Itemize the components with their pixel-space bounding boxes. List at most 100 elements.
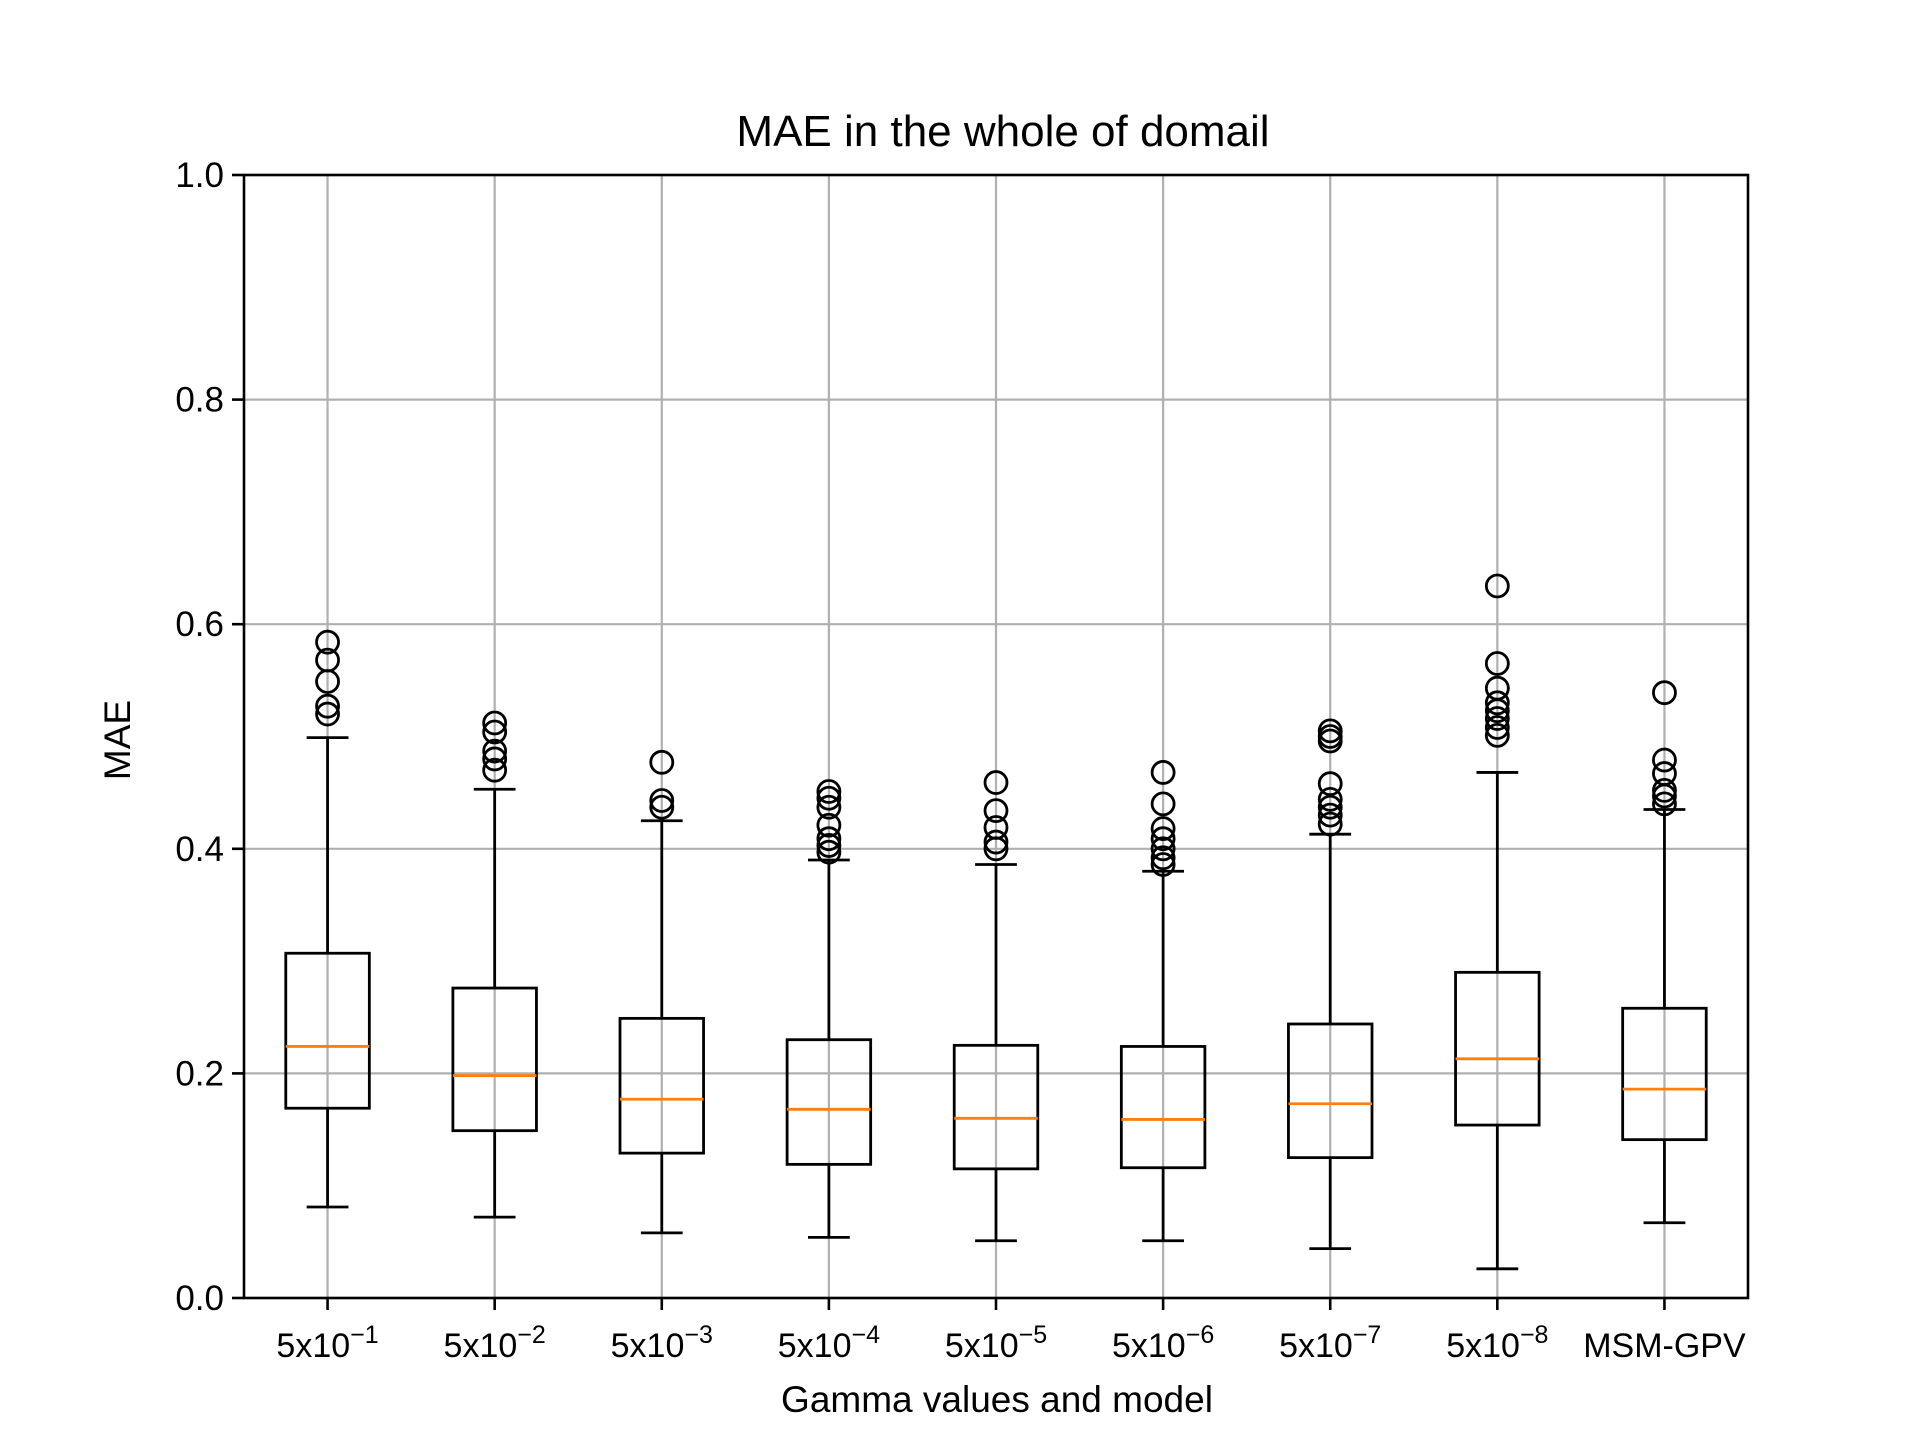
outlier-point: [1484, 706, 1510, 731]
box-group: [451, 710, 538, 1219]
x-tick-label-base: 5x10: [1446, 1327, 1520, 1365]
x-tick-label-exponent: −8: [1520, 1321, 1549, 1349]
outlier-point: [1652, 791, 1677, 817]
outlier-point: [1484, 675, 1510, 701]
x-tick-label-exponent: −4: [851, 1321, 880, 1349]
outlier-point: [649, 749, 675, 775]
x-tick-label-exponent: −6: [1186, 1321, 1215, 1349]
x-tick-label-exponent: −7: [1353, 1321, 1382, 1349]
x-tick-label-base: 5x10: [1112, 1327, 1186, 1365]
outlier-point: [816, 826, 842, 852]
outlier-point: [1484, 715, 1510, 740]
outlier-point: [816, 839, 842, 865]
iqr-box: [618, 1016, 705, 1155]
outlier-point: [1484, 722, 1510, 748]
outlier-point: [1150, 791, 1176, 817]
outlier-point: [482, 757, 508, 783]
x-tick-label-base: 5x10: [945, 1327, 1019, 1365]
outlier-point: [1317, 786, 1343, 812]
outlier-point: [1150, 845, 1176, 871]
outlier-point: [1484, 690, 1510, 716]
box-group: [952, 770, 1040, 1243]
outlier-point: [315, 701, 340, 727]
outlier-point: [1317, 771, 1343, 797]
outlier-point: [482, 710, 508, 736]
y-tick-label: 0.6: [175, 605, 224, 644]
outlier-point: [1652, 778, 1677, 803]
outlier-point: [983, 829, 1009, 855]
x-tick-label: 5x10−8: [1446, 1321, 1548, 1365]
outlier-point: [1652, 761, 1677, 786]
iqr-box: [952, 1043, 1040, 1171]
x-tick-label-base: 5x10: [611, 1327, 685, 1365]
outlier-point: [482, 746, 508, 772]
outlier-point: [1317, 794, 1343, 820]
outlier-point: [983, 815, 1009, 840]
outlier-point: [816, 833, 842, 858]
box-group: [1621, 680, 1708, 1225]
iqr-box: [451, 986, 538, 1133]
outlier-point: [1150, 826, 1176, 852]
outlier-point: [1652, 747, 1677, 773]
outlier-point: [315, 647, 340, 673]
outlier-point: [983, 798, 1009, 824]
outlier-point: [816, 812, 842, 838]
outlier-point: [1150, 852, 1176, 877]
outlier-point: [816, 785, 842, 811]
box-group: [1119, 760, 1207, 1243]
y-tick-label: 0.0: [175, 1279, 224, 1318]
iqr-box: [785, 1038, 873, 1166]
outlier-point: [649, 788, 675, 813]
outlier-point: [315, 693, 340, 719]
x-tick-label-base: MSM-GPV: [1583, 1327, 1746, 1365]
outlier-point: [1317, 811, 1343, 837]
chart-title: MAE in the whole of domail: [736, 107, 1269, 156]
x-tick-label-base: 5x10: [1279, 1327, 1353, 1365]
iqr-box: [1454, 970, 1541, 1127]
x-tick-label: 5x10−6: [1112, 1321, 1214, 1365]
outlier-point: [1484, 573, 1510, 599]
y-tick-label: 0.2: [175, 1054, 224, 1093]
outlier-point: [1317, 718, 1343, 744]
iqr-box: [1119, 1045, 1207, 1170]
box-group: [785, 779, 873, 1239]
outlier-point: [1652, 680, 1677, 706]
x-axis-label: Gamma values and model: [781, 1379, 1213, 1420]
box-group: [618, 749, 705, 1235]
outlier-point: [816, 794, 842, 820]
x-tick-label-exponent: −3: [684, 1321, 713, 1349]
x-tick-label-base: 5x10: [778, 1327, 852, 1365]
x-tick-label: 5x10−1: [276, 1321, 378, 1365]
outlier-point: [1150, 760, 1176, 785]
iqr-box: [1287, 1022, 1374, 1160]
outlier-point: [1484, 651, 1510, 676]
box-layer: [284, 573, 1708, 1271]
y-tick-label: 0.4: [175, 830, 224, 869]
outlier-point: [482, 719, 508, 745]
y-tick-label: 1.0: [175, 156, 224, 195]
outlier-point: [1150, 816, 1176, 841]
x-tick-label: MSM-GPV: [1583, 1327, 1746, 1365]
box-group: [1454, 573, 1541, 1271]
box-group: [1287, 718, 1374, 1250]
x-tick-label-base: 5x10: [276, 1327, 350, 1365]
y-tick-label: 0.8: [175, 381, 224, 420]
iqr-box: [1621, 1006, 1708, 1142]
box-group: [284, 629, 371, 1209]
outlier-point: [649, 794, 675, 820]
outlier-point: [482, 738, 508, 764]
outlier-point: [816, 779, 842, 804]
y-axis-label: MAE: [97, 700, 138, 780]
outlier-point: [315, 629, 340, 655]
outlier-point: [1150, 836, 1176, 862]
x-tick-label-exponent: −2: [517, 1321, 546, 1349]
x-tick-label: 5x10−4: [778, 1321, 880, 1365]
x-tick-label: 5x10−2: [444, 1321, 546, 1365]
x-tick-label: 5x10−3: [611, 1321, 713, 1365]
x-tick-label: 5x10−7: [1279, 1321, 1381, 1365]
x-tick-label-exponent: −1: [350, 1321, 379, 1349]
x-tick-label-base: 5x10: [444, 1327, 518, 1365]
x-tick-label: 5x10−5: [945, 1321, 1047, 1365]
